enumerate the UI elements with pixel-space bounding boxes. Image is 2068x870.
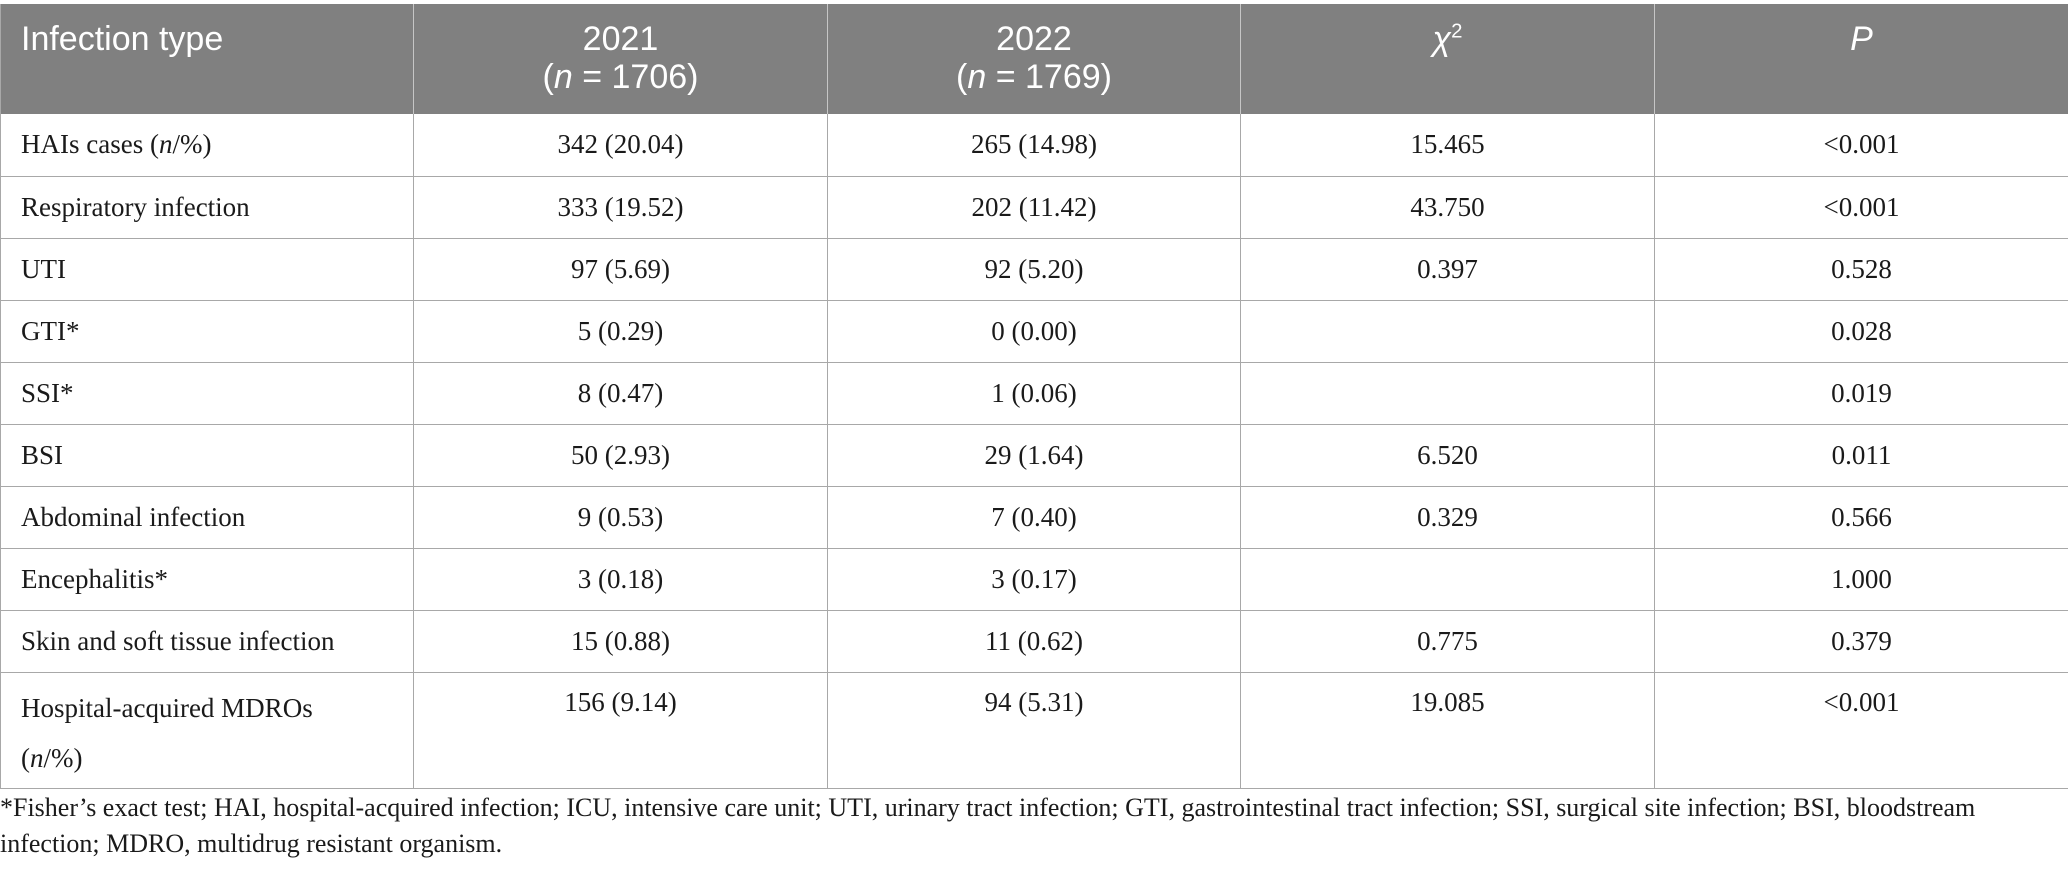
cell-2022: 92 (5.20): [827, 238, 1241, 301]
cell-2021: 3 (0.18): [413, 548, 828, 611]
cell-2022: 1 (0.06): [827, 362, 1241, 425]
cell-chi-square: 15.465: [1240, 114, 1655, 177]
cell-infection-type: UTI: [0, 238, 414, 301]
cell-2022: 202 (11.42): [827, 176, 1241, 239]
cell-2021: 50 (2.93): [413, 424, 828, 487]
cell-2021: 333 (19.52): [413, 176, 828, 239]
header-2022-n: (n = 1769): [956, 58, 1112, 96]
cell-chi-square: 6.520: [1240, 424, 1655, 487]
table-row: Abdominal infection 9 (0.53) 7 (0.40) 0.329…: [0, 486, 2068, 549]
table-row: Skin and soft tissue infection 15 (0.88) 1…: [0, 610, 2068, 673]
table-row: GTI* 5 (0.29) 0 (0.00) 0.028: [0, 300, 2068, 363]
cell-infection-type: Encephalitis*: [0, 548, 414, 611]
cell-2022: 265 (14.98): [827, 114, 1241, 177]
cell-infection-type: SSI*: [0, 362, 414, 425]
table-body: HAIs cases (n/%) 342 (20.04) 265 (14.98) 15…: [0, 114, 2068, 789]
cell-2022: 11 (0.62): [827, 610, 1241, 673]
table-row: HAIs cases (n/%) 342 (20.04) 265 (14.98) 15…: [0, 114, 2068, 177]
cell-p-value: 0.566: [1654, 486, 2068, 549]
table-footnote: *Fisher’s exact test; HAI, hospital-acqu…: [0, 793, 1976, 858]
header-2021-year: 2021: [582, 20, 659, 58]
header-2021-n: (n = 1706): [542, 58, 699, 96]
cell-infection-type: Abdominal infection: [0, 486, 414, 549]
cell-infection-type: Skin and soft tissue infection: [0, 610, 414, 673]
header-2022-year: 2022: [996, 20, 1072, 58]
infection-table: Infection type 2021 (n = 1706) 2022 (n =…: [0, 4, 2068, 789]
cell-infection-type: HAIs cases (n/%): [0, 114, 414, 177]
cell-2021: 5 (0.29): [413, 300, 828, 363]
cell-2022: 0 (0.00): [827, 300, 1241, 363]
cell-2021: 8 (0.47): [413, 362, 828, 425]
cell-p-value: 0.011: [1654, 424, 2068, 487]
header-infection-type: Infection type: [0, 4, 414, 114]
cell-2021: 156 (9.14): [413, 672, 828, 789]
cell-2022: 7 (0.40): [827, 486, 1241, 549]
cell-infection-type: GTI*: [0, 300, 414, 363]
cell-p-value: <0.001: [1654, 672, 2068, 789]
cell-chi-square: 43.750: [1240, 176, 1655, 239]
cell-chi-square: [1240, 362, 1655, 425]
header-p-value: P: [1654, 4, 2068, 114]
table-row: UTI 97 (5.69) 92 (5.20) 0.397 0.528: [0, 238, 2068, 301]
header-2021: 2021 (n = 1706): [413, 4, 828, 114]
header-chi-square: χ2: [1240, 4, 1655, 114]
cell-p-value: 0.028: [1654, 300, 2068, 363]
cell-p-value: 0.528: [1654, 238, 2068, 301]
cell-chi-square: [1240, 300, 1655, 363]
cell-chi-square: [1240, 548, 1655, 611]
cell-chi-square: 0.775: [1240, 610, 1655, 673]
table-header: Infection type 2021 (n = 1706) 2022 (n =…: [0, 4, 2068, 114]
cell-p-value: 1.000: [1654, 548, 2068, 611]
cell-p-value: 0.019: [1654, 362, 2068, 425]
cell-infection-type: BSI: [0, 424, 414, 487]
table-row: SSI* 8 (0.47) 1 (0.06) 0.019: [0, 362, 2068, 425]
cell-2021: 15 (0.88): [413, 610, 828, 673]
cell-chi-square: 0.329: [1240, 486, 1655, 549]
table-row: Hospital-acquired MDROs (n/%) 156 (9.14) 94…: [0, 672, 2068, 789]
cell-chi-square: 19.085: [1240, 672, 1655, 789]
table-row: Respiratory infection 333 (19.52) 202 (11.…: [0, 176, 2068, 239]
cell-chi-square: 0.397: [1240, 238, 1655, 301]
cell-p-value: <0.001: [1654, 114, 2068, 177]
cell-infection-type: Respiratory infection: [0, 176, 414, 239]
cell-2021: 9 (0.53): [413, 486, 828, 549]
cell-p-value: 0.379: [1654, 610, 2068, 673]
cell-p-value: <0.001: [1654, 176, 2068, 239]
cell-2022: 94 (5.31): [827, 672, 1241, 789]
cell-2021: 97 (5.69): [413, 238, 828, 301]
header-2022: 2022 (n = 1769): [827, 4, 1241, 114]
table-row: BSI 50 (2.93) 29 (1.64) 6.520 0.011: [0, 424, 2068, 487]
table-row: Encephalitis* 3 (0.18) 3 (0.17) 1.000: [0, 548, 2068, 611]
cell-2022: 3 (0.17): [827, 548, 1241, 611]
cell-infection-type: Hospital-acquired MDROs (n/%): [0, 672, 414, 789]
cell-2022: 29 (1.64): [827, 424, 1241, 487]
cell-2021: 342 (20.04): [413, 114, 828, 177]
